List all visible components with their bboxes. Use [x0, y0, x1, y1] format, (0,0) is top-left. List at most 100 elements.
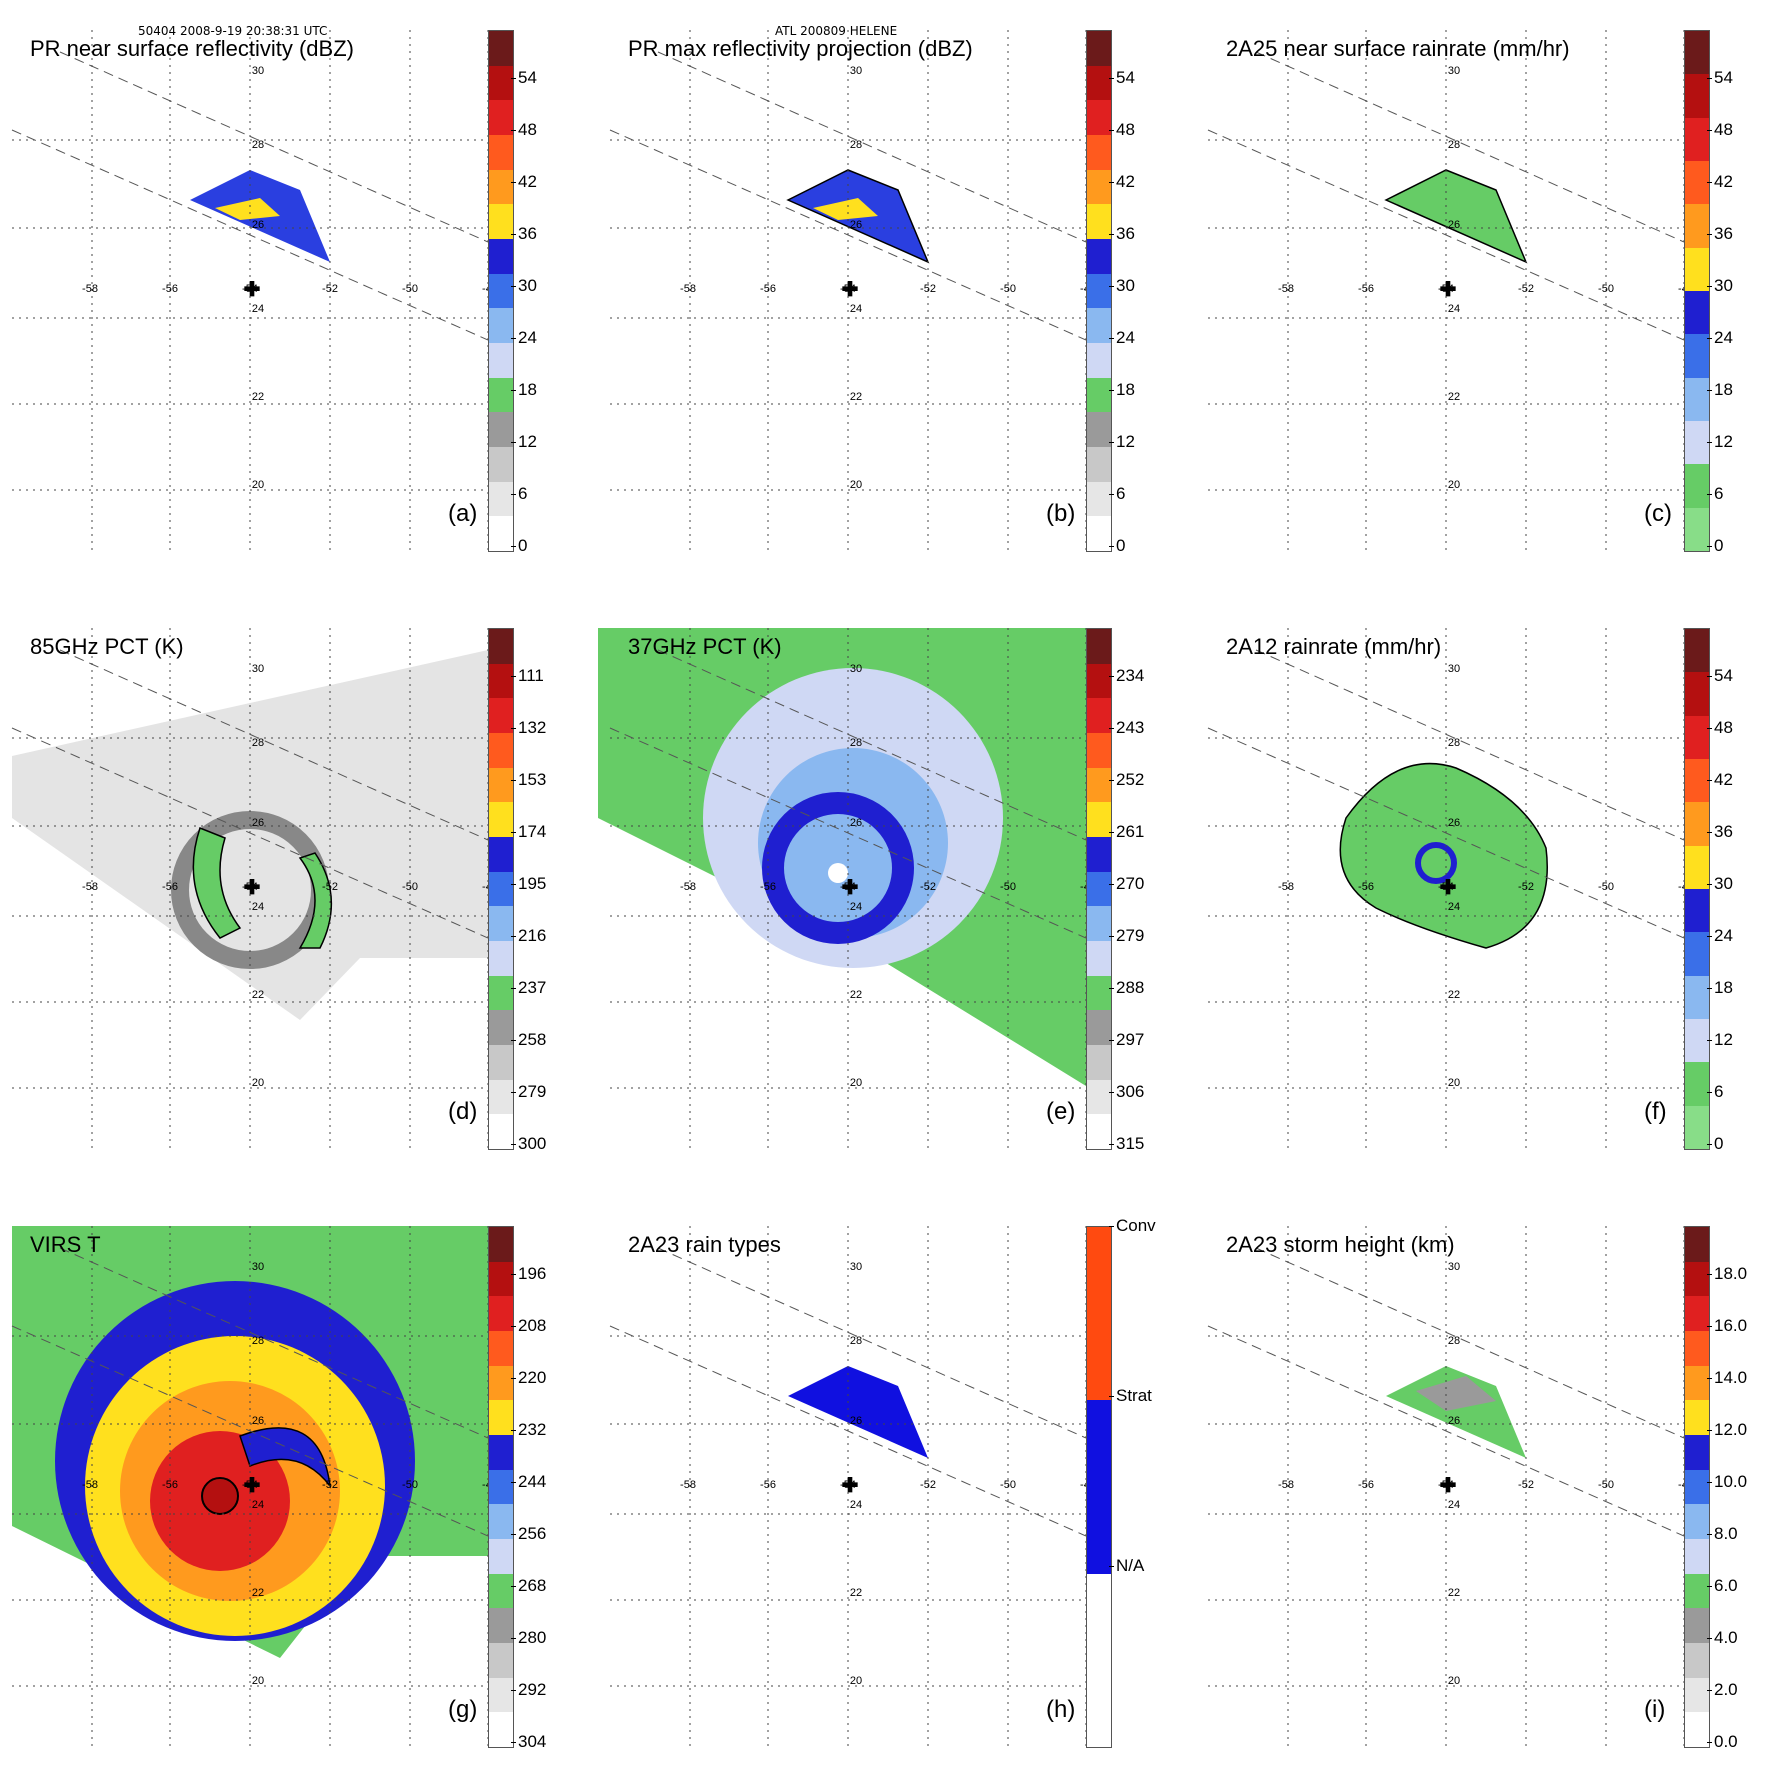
colorbar-segment [1685, 420, 1709, 465]
panel-title: 2A12 rainrate (mm/hr) [1226, 634, 1442, 659]
latitude-label: 28 [1448, 737, 1460, 749]
colorbar-tick-label: 54 [1109, 68, 1135, 87]
longitude-label: -50 [1000, 283, 1016, 295]
colorbar [1684, 628, 1710, 1150]
colorbar-tick-label: 256 [510, 1524, 547, 1543]
longitude-label: -54 [840, 283, 856, 295]
colorbar-segment [1087, 481, 1111, 517]
storm-center-marker: ✚ [244, 1475, 261, 1497]
colorbar-tick-label: 153 [510, 770, 547, 789]
precip-swath-area [1386, 1366, 1526, 1458]
colorbar-tick-label: 30 [1707, 874, 1733, 893]
map-f: -58 -56 -54 -52 -50 -48 30 28 26 24 22 20 ✚ [1207, 628, 1684, 1148]
colorbar-tick-label: 297 [1108, 1030, 1145, 1049]
panel-g: -58 -56 -54 -52 -50 -48 30 28 26 24 22 20 ✚ VIRS T (g)… [0, 1226, 586, 1786]
longitude-label: -50 [1598, 881, 1614, 893]
longitude-label: -50 [1000, 1479, 1016, 1491]
longitude-label: -52 [920, 283, 936, 295]
latitude-label: 26 [252, 219, 264, 231]
longitude-label: -56 [162, 1479, 178, 1491]
colorbar-segment [1685, 1504, 1709, 1539]
colorbar-segment [1685, 507, 1709, 551]
colorbar-tick-label: 36 [1109, 224, 1135, 243]
colorbar-segment [489, 273, 513, 309]
colorbar-tick-label: 48 [1707, 718, 1733, 737]
colorbar-ticks: 234 243 252 261 270 279 288 297 306 315 [1108, 628, 1186, 1153]
panel-label: (f) [1644, 1098, 1667, 1125]
swath-edge [11, 1325, 488, 1537]
swath-edge [59, 1247, 488, 1439]
latitude-label: 20 [252, 1675, 264, 1687]
colorbar-tick-label: 268 [510, 1576, 547, 1595]
colorbar-tick-label: 237 [510, 978, 547, 997]
longitude-label: -56 [162, 283, 178, 295]
latitude-label: 30 [1448, 65, 1460, 77]
colorbar-tick-label: 234 [1108, 666, 1145, 685]
colorbar [1086, 30, 1112, 552]
colorbar-tick-label: 0 [510, 536, 528, 555]
latitude-label: 26 [1448, 817, 1460, 829]
storm-center-marker: ✚ [1440, 1475, 1457, 1497]
latitude-label: 20 [252, 479, 264, 491]
colorbar-segment [489, 1114, 513, 1149]
latitude-label: 30 [252, 1261, 264, 1273]
swath-edge [609, 727, 1086, 939]
colorbar-segment [489, 1079, 513, 1115]
colorbar-segment [1685, 74, 1709, 118]
panel-i: -58 -56 -54 -52 -50 -48 30 28 26 24 22 20 ✚ 2A23 stor… [1196, 1226, 1771, 1786]
colorbar-segment [1685, 1062, 1709, 1106]
colorbar-segment [1685, 975, 1709, 1019]
longitude-label: -54 [840, 1479, 856, 1491]
longitude-label: -52 [920, 1479, 936, 1491]
colorbar-segment [1685, 802, 1709, 846]
colorbar-segment [1087, 698, 1111, 733]
colorbar-segment [1685, 932, 1709, 976]
longitude-label: -50 [1598, 283, 1614, 295]
colorbar-tick-label: 24 [1707, 328, 1733, 347]
colorbar-segment [1087, 516, 1111, 551]
latitude-label: 22 [850, 391, 862, 403]
colorbar-tick-label: 24 [511, 328, 537, 347]
colorbar-tick-label: 12 [1707, 1030, 1733, 1049]
colorbar-segment [1685, 1538, 1709, 1574]
colorbar-tick-label: 36 [1707, 822, 1733, 841]
colorbar-segment [1087, 273, 1111, 309]
latitude-label: 28 [850, 1335, 862, 1347]
longitude-label: -52 [1518, 1479, 1534, 1491]
panel-d: -58 -56 -54 -52 -50 -48 30 28 26 24 22 20 ✚ 85GHz PCT… [0, 628, 586, 1188]
latitude-label: 22 [252, 391, 264, 403]
longitude-label: -58 [1278, 881, 1294, 893]
colorbar-tick-label: N/A [1108, 1556, 1145, 1575]
storm-center-marker: ✚ [1440, 877, 1457, 899]
colorbar-tick-label: 244 [510, 1472, 547, 1491]
colorbar-segment [1087, 134, 1111, 170]
colorbar-tick-label: 14.0 [1706, 1368, 1748, 1387]
longitude-label: -48 [1080, 1479, 1086, 1491]
colorbar-segment [1685, 204, 1709, 248]
colorbar-tick-label: 174 [510, 822, 547, 841]
longitude-label: -48 [482, 283, 488, 295]
swath-edge [1255, 51, 1684, 243]
panel-title: 2A23 storm height (km) [1226, 1232, 1455, 1257]
colorbar-segment [489, 308, 513, 343]
longitude-label: -58 [82, 1479, 98, 1491]
colorbar-tick-label: 12.0 [1706, 1420, 1748, 1439]
colorbar-segment [1685, 629, 1709, 673]
colorbar-tick-label: Conv [1109, 1216, 1156, 1235]
colorbar-tick-label: 54 [1707, 666, 1733, 685]
colorbar-tick-label: 54 [1707, 68, 1733, 87]
colorbar-segment [489, 871, 513, 907]
longitude-label: -56 [1358, 283, 1374, 295]
colorbar-segment [1685, 1261, 1709, 1297]
longitude-label: -50 [1598, 1479, 1614, 1491]
colorbar-segment [1087, 975, 1111, 1011]
longitude-label: -48 [1678, 283, 1684, 295]
latitude-label: 22 [850, 989, 862, 1001]
latitude-label: 30 [850, 663, 862, 675]
longitude-label: -52 [1518, 881, 1534, 893]
longitude-label: -52 [920, 881, 936, 893]
longitude-label: -54 [840, 881, 856, 893]
panel-h: -58 -56 -54 -52 -50 -48 30 28 26 24 22 20 ✚ 2A23 rain… [598, 1216, 1184, 1786]
colorbar-segment [1685, 1400, 1709, 1435]
colorbar-tick-label: 42 [1707, 770, 1733, 789]
